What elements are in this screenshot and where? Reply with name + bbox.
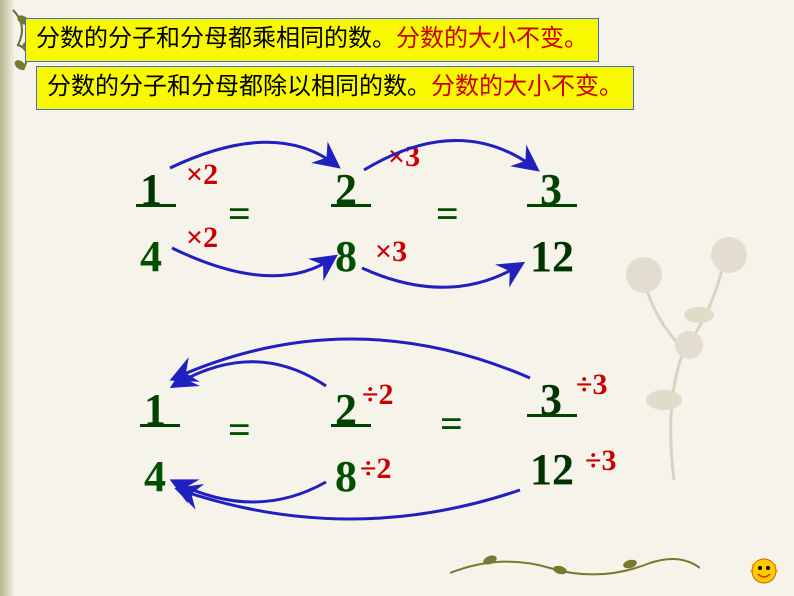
rule-box-1: 分数的分子和分母都乘相同的数。分数的大小不变。 [25, 18, 599, 62]
rule2-red: 分数的大小不变。 [431, 74, 623, 100]
equals-sign: = [440, 400, 463, 447]
fraction-bar [136, 204, 176, 207]
fraction-bar [527, 204, 577, 207]
fraction-bar [331, 204, 371, 207]
fraction-bar [140, 424, 180, 427]
fraction-bar [527, 414, 577, 417]
vine-bottom-decoration [450, 538, 700, 588]
smiley-icon [749, 556, 779, 586]
operation-label: ×3 [388, 140, 420, 174]
arrow-path [175, 339, 530, 378]
operation-label: ÷2 [362, 378, 393, 412]
arrow-path [175, 482, 326, 502]
fraction-denominator: 8 [335, 235, 357, 279]
fraction-denominator: 4 [144, 455, 166, 499]
fraction-bar [331, 424, 371, 427]
flower-branch-decoration [574, 200, 774, 480]
fraction-denominator: 12 [530, 235, 574, 279]
operation-label: ×2 [186, 158, 218, 192]
fraction-denominator: 12 [530, 448, 574, 492]
equals-sign: = [436, 190, 459, 237]
fraction-denominator: 8 [335, 455, 357, 499]
equals-sign: = [228, 190, 251, 237]
fraction-denominator: 4 [140, 235, 162, 279]
operation-label: ×3 [375, 235, 407, 269]
left-border-decoration [0, 0, 15, 596]
rule1-black: 分数的分子和分母都乘相同的数。 [36, 26, 396, 52]
operation-label: ×2 [186, 221, 218, 255]
operation-label: ÷3 [585, 444, 616, 478]
rule1-red: 分数的大小不变。 [396, 26, 588, 52]
arrow-path [175, 362, 326, 386]
rule-box-2: 分数的分子和分母都除以相同的数。分数的大小不变。 [36, 66, 634, 110]
operation-label: ÷2 [360, 452, 391, 486]
equals-sign: = [228, 406, 251, 453]
operation-label: ÷3 [576, 368, 607, 402]
rule2-black: 分数的分子和分母都除以相同的数。 [47, 74, 431, 100]
